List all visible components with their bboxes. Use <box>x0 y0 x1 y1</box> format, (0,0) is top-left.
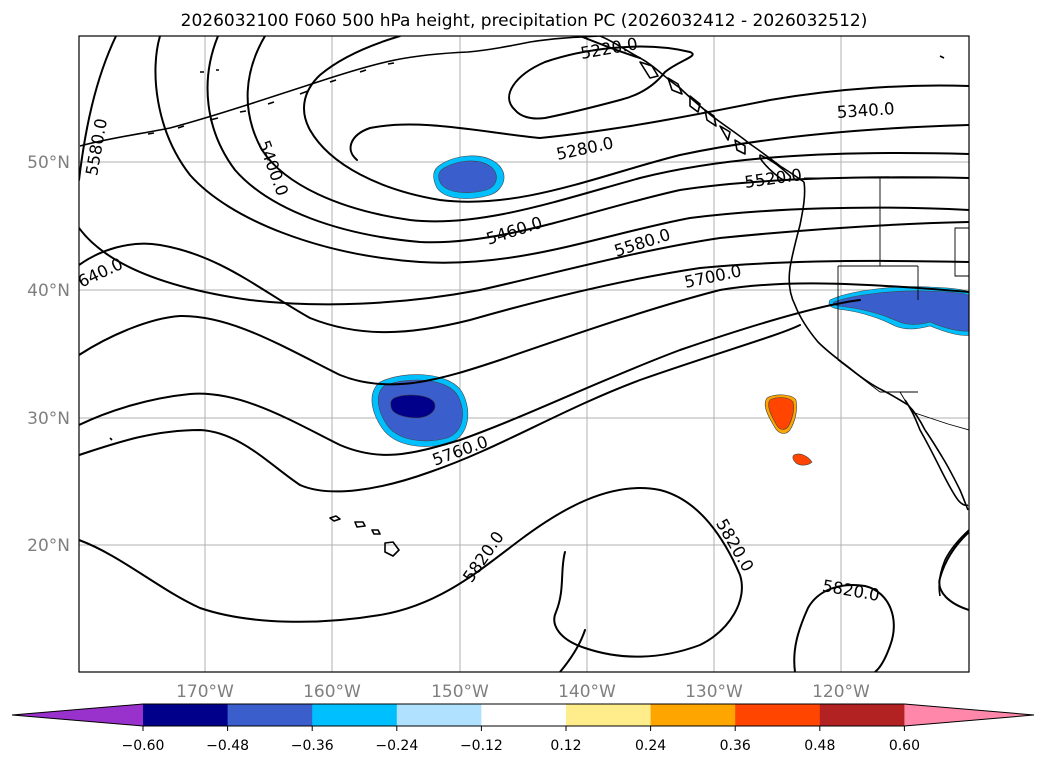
contour-label-5820-east: 5820.0 <box>821 576 881 605</box>
contour-label-5520: 5520.0 <box>743 165 803 192</box>
contour-label-5340: 5340.0 <box>836 99 895 122</box>
colorbar-tick-label: −0.12 <box>460 738 503 754</box>
lon-label-120w: 120°W <box>812 682 870 702</box>
map-frame <box>78 35 970 673</box>
lat-label-40n: 40°N <box>27 281 70 301</box>
lon-label-140w: 140°W <box>558 682 616 702</box>
colorbar-box <box>396 704 482 726</box>
contour-label-5400: 5400.0 <box>254 138 292 199</box>
contour-label-5460: 5460.0 <box>484 213 545 249</box>
lon-label-170w: 170°W <box>176 682 234 702</box>
precip-california <box>828 286 969 336</box>
map-area: 5220.0 5280.0 5340.0 5400.0 5460.0 5520.… <box>79 36 969 672</box>
colorbar-box <box>819 704 905 726</box>
colorbar-extend-low <box>12 704 143 726</box>
lon-label-130w: 130°W <box>685 682 743 702</box>
colorbar-tick-label: −0.36 <box>291 738 334 754</box>
colorbar-tick-label: −0.24 <box>375 738 418 754</box>
colorbar: −0.60 −0.48 −0.36 −0.24 −0.12 0.12 0.24 0.36 0.4… <box>11 703 1035 754</box>
colorbar-box <box>650 704 736 726</box>
colorbar-tick-label: 0.48 <box>804 738 835 754</box>
colorbar-box <box>227 704 313 726</box>
coastlines <box>79 36 969 597</box>
contour-labels: 5220.0 5280.0 5340.0 5400.0 5460.0 5520.… <box>79 36 895 605</box>
colorbar-tick-label: 0.60 <box>889 738 920 754</box>
longitude-labels: 170°W 160°W 150°W 140°W 130°W 120°W <box>176 682 870 702</box>
latitude-labels: 50°N 40°N 30°N 20°N <box>27 153 70 556</box>
colorbar-tick-label: −0.60 <box>122 738 165 754</box>
contour-label-5820-west: 5820.0 <box>459 528 508 586</box>
height-contours <box>79 36 969 672</box>
colorbar-box <box>143 704 229 726</box>
map-title: 2026032100 F060 500 hPa height, precipit… <box>181 11 868 31</box>
precip-positive-anomaly <box>764 394 813 466</box>
lon-label-160w: 160°W <box>303 682 361 702</box>
contour-label-5580-west: 5580.0 <box>82 117 111 177</box>
colorbar-tick-label: 0.24 <box>635 738 666 754</box>
lat-label-30n: 30°N <box>27 409 70 429</box>
lat-label-20n: 20°N <box>27 536 70 556</box>
precip-gulf-of-alaska <box>433 155 505 199</box>
colorbar-box <box>566 704 652 726</box>
contour-label-5280: 5280.0 <box>555 133 615 164</box>
colorbar-box <box>312 704 398 726</box>
colorbar-tick-label: −0.48 <box>206 738 249 754</box>
contour-label-5580-east: 5580.0 <box>612 225 673 261</box>
colorbar-box <box>481 704 567 726</box>
colorbar-tick-label: 0.12 <box>550 738 581 754</box>
gridlines <box>79 36 969 672</box>
lat-label-50n: 50°N <box>27 153 70 173</box>
precip-subtropical-pacific <box>371 374 469 447</box>
colorbar-tick-label: 0.36 <box>720 738 751 754</box>
colorbar-box <box>735 704 821 726</box>
lon-label-150w: 150°W <box>431 682 489 702</box>
colorbar-extend-high <box>904 704 1034 726</box>
